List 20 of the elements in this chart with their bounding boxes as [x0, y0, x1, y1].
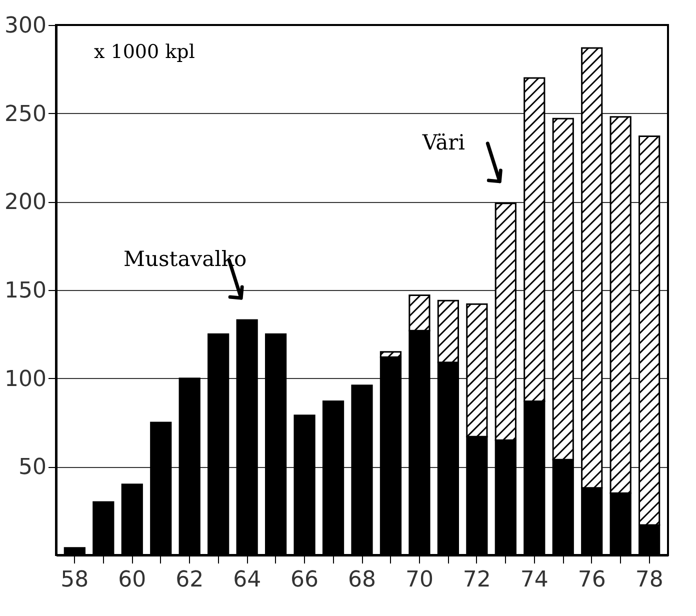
x-tick-label: 78	[635, 568, 664, 592]
x-tick-label: 72	[462, 568, 491, 592]
x-tick-label: 76	[578, 568, 606, 592]
text: Mustavalko	[123, 247, 247, 272]
text: Väri	[421, 130, 466, 154]
y-tick-label: 100	[4, 366, 46, 392]
y-tick-label: 250	[4, 102, 46, 127]
x-tick-label: 62	[176, 568, 204, 592]
x-tick-label: 70	[405, 568, 434, 592]
x-tick-label: 58	[60, 568, 89, 592]
x-tick-label: 68	[348, 568, 376, 592]
y-tick-label: 200	[4, 190, 46, 216]
annotation: x 1000 kpl	[94, 41, 195, 63]
x-tick-label: 74	[520, 568, 548, 592]
x-tick-label: 64	[233, 568, 262, 592]
y-tick-label: 50	[18, 455, 46, 480]
y-tick-label: 300	[4, 14, 46, 38]
x-tick-label: 60	[118, 568, 146, 592]
y-tick-label: 150	[4, 278, 46, 304]
x-tick-label: 66	[290, 568, 319, 592]
